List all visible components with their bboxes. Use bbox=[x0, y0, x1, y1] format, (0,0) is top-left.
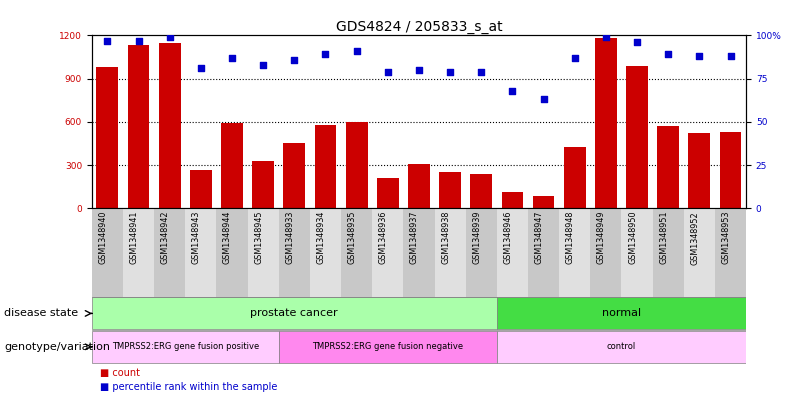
Text: GSM1348941: GSM1348941 bbox=[129, 211, 139, 264]
Bar bbox=[626, 66, 648, 208]
Bar bbox=[314, 125, 337, 208]
Text: GSM1348938: GSM1348938 bbox=[441, 211, 450, 264]
Point bbox=[506, 88, 519, 94]
Bar bbox=[564, 147, 586, 208]
Text: GSM1348947: GSM1348947 bbox=[535, 211, 543, 264]
Bar bbox=[591, 208, 622, 297]
Bar bbox=[715, 208, 746, 297]
Bar bbox=[92, 331, 279, 363]
Bar bbox=[97, 67, 118, 208]
Text: GSM1348933: GSM1348933 bbox=[286, 211, 294, 264]
Point bbox=[257, 62, 270, 68]
Point bbox=[724, 53, 737, 59]
Text: GSM1348937: GSM1348937 bbox=[410, 211, 419, 264]
Bar bbox=[439, 172, 461, 208]
Bar bbox=[497, 208, 528, 297]
Point bbox=[319, 51, 332, 57]
Point bbox=[350, 48, 363, 54]
Point bbox=[413, 67, 425, 73]
Text: GSM1348946: GSM1348946 bbox=[504, 211, 512, 264]
Bar bbox=[435, 208, 466, 297]
Bar bbox=[346, 122, 368, 208]
Point bbox=[132, 37, 145, 44]
Text: GSM1348951: GSM1348951 bbox=[659, 211, 668, 264]
Text: GSM1348935: GSM1348935 bbox=[348, 211, 357, 264]
Point bbox=[599, 34, 612, 40]
Bar bbox=[279, 331, 497, 363]
Bar bbox=[341, 208, 372, 297]
Bar bbox=[658, 126, 679, 208]
Text: GSM1348945: GSM1348945 bbox=[254, 211, 263, 264]
Bar bbox=[470, 174, 492, 208]
Text: GSM1348953: GSM1348953 bbox=[721, 211, 730, 264]
Bar bbox=[216, 208, 247, 297]
Bar bbox=[653, 208, 684, 297]
Text: GSM1348939: GSM1348939 bbox=[472, 211, 481, 264]
Bar bbox=[403, 208, 435, 297]
Bar bbox=[190, 170, 211, 208]
Bar bbox=[247, 208, 279, 297]
Text: GSM1348949: GSM1348949 bbox=[597, 211, 606, 264]
Point bbox=[662, 51, 674, 57]
Bar bbox=[283, 143, 305, 208]
Bar bbox=[559, 208, 591, 297]
Text: GSM1348948: GSM1348948 bbox=[566, 211, 575, 264]
Point bbox=[226, 55, 239, 61]
Point bbox=[475, 68, 488, 75]
Bar bbox=[595, 37, 617, 208]
Text: GSM1348943: GSM1348943 bbox=[192, 211, 201, 264]
Bar bbox=[185, 208, 216, 297]
Text: GSM1348940: GSM1348940 bbox=[98, 211, 108, 264]
Bar bbox=[528, 208, 559, 297]
Point bbox=[101, 37, 114, 44]
Text: ■ percentile rank within the sample: ■ percentile rank within the sample bbox=[100, 382, 277, 391]
Bar bbox=[720, 132, 741, 208]
Bar bbox=[377, 178, 399, 208]
Bar bbox=[221, 123, 243, 208]
Bar bbox=[466, 208, 497, 297]
Bar bbox=[123, 208, 154, 297]
Text: disease state: disease state bbox=[4, 309, 78, 318]
Bar bbox=[497, 298, 746, 329]
Point bbox=[537, 96, 550, 103]
Bar bbox=[310, 208, 341, 297]
Bar bbox=[372, 208, 403, 297]
Bar bbox=[252, 162, 274, 208]
Bar bbox=[689, 133, 710, 208]
Bar bbox=[154, 208, 185, 297]
Bar bbox=[684, 208, 715, 297]
Text: GSM1348944: GSM1348944 bbox=[223, 211, 232, 264]
Text: ■ count: ■ count bbox=[100, 368, 140, 378]
Text: genotype/variation: genotype/variation bbox=[4, 342, 110, 352]
Bar bbox=[622, 208, 653, 297]
Bar bbox=[497, 331, 746, 363]
Text: GSM1348934: GSM1348934 bbox=[317, 211, 326, 264]
Bar bbox=[128, 46, 149, 208]
Text: TMPRSS2:ERG gene fusion positive: TMPRSS2:ERG gene fusion positive bbox=[112, 342, 259, 351]
Bar bbox=[92, 298, 497, 329]
Text: control: control bbox=[606, 342, 636, 351]
Bar bbox=[501, 193, 523, 208]
Bar bbox=[408, 163, 430, 208]
Text: normal: normal bbox=[602, 309, 641, 318]
Text: prostate cancer: prostate cancer bbox=[251, 309, 338, 318]
Text: GSM1348942: GSM1348942 bbox=[160, 211, 170, 264]
Title: GDS4824 / 205833_s_at: GDS4824 / 205833_s_at bbox=[336, 20, 502, 34]
Bar bbox=[533, 196, 555, 208]
Text: GSM1348936: GSM1348936 bbox=[379, 211, 388, 264]
Bar bbox=[279, 208, 310, 297]
Point bbox=[164, 34, 176, 40]
Point bbox=[381, 68, 394, 75]
Point bbox=[630, 39, 643, 46]
Point bbox=[195, 65, 207, 72]
Bar bbox=[159, 42, 180, 208]
Point bbox=[444, 68, 456, 75]
Point bbox=[568, 55, 581, 61]
Point bbox=[288, 57, 301, 63]
Text: GSM1348952: GSM1348952 bbox=[690, 211, 699, 264]
Point bbox=[693, 53, 705, 59]
Bar bbox=[92, 208, 123, 297]
Text: GSM1348950: GSM1348950 bbox=[628, 211, 637, 264]
Text: TMPRSS2:ERG gene fusion negative: TMPRSS2:ERG gene fusion negative bbox=[312, 342, 464, 351]
